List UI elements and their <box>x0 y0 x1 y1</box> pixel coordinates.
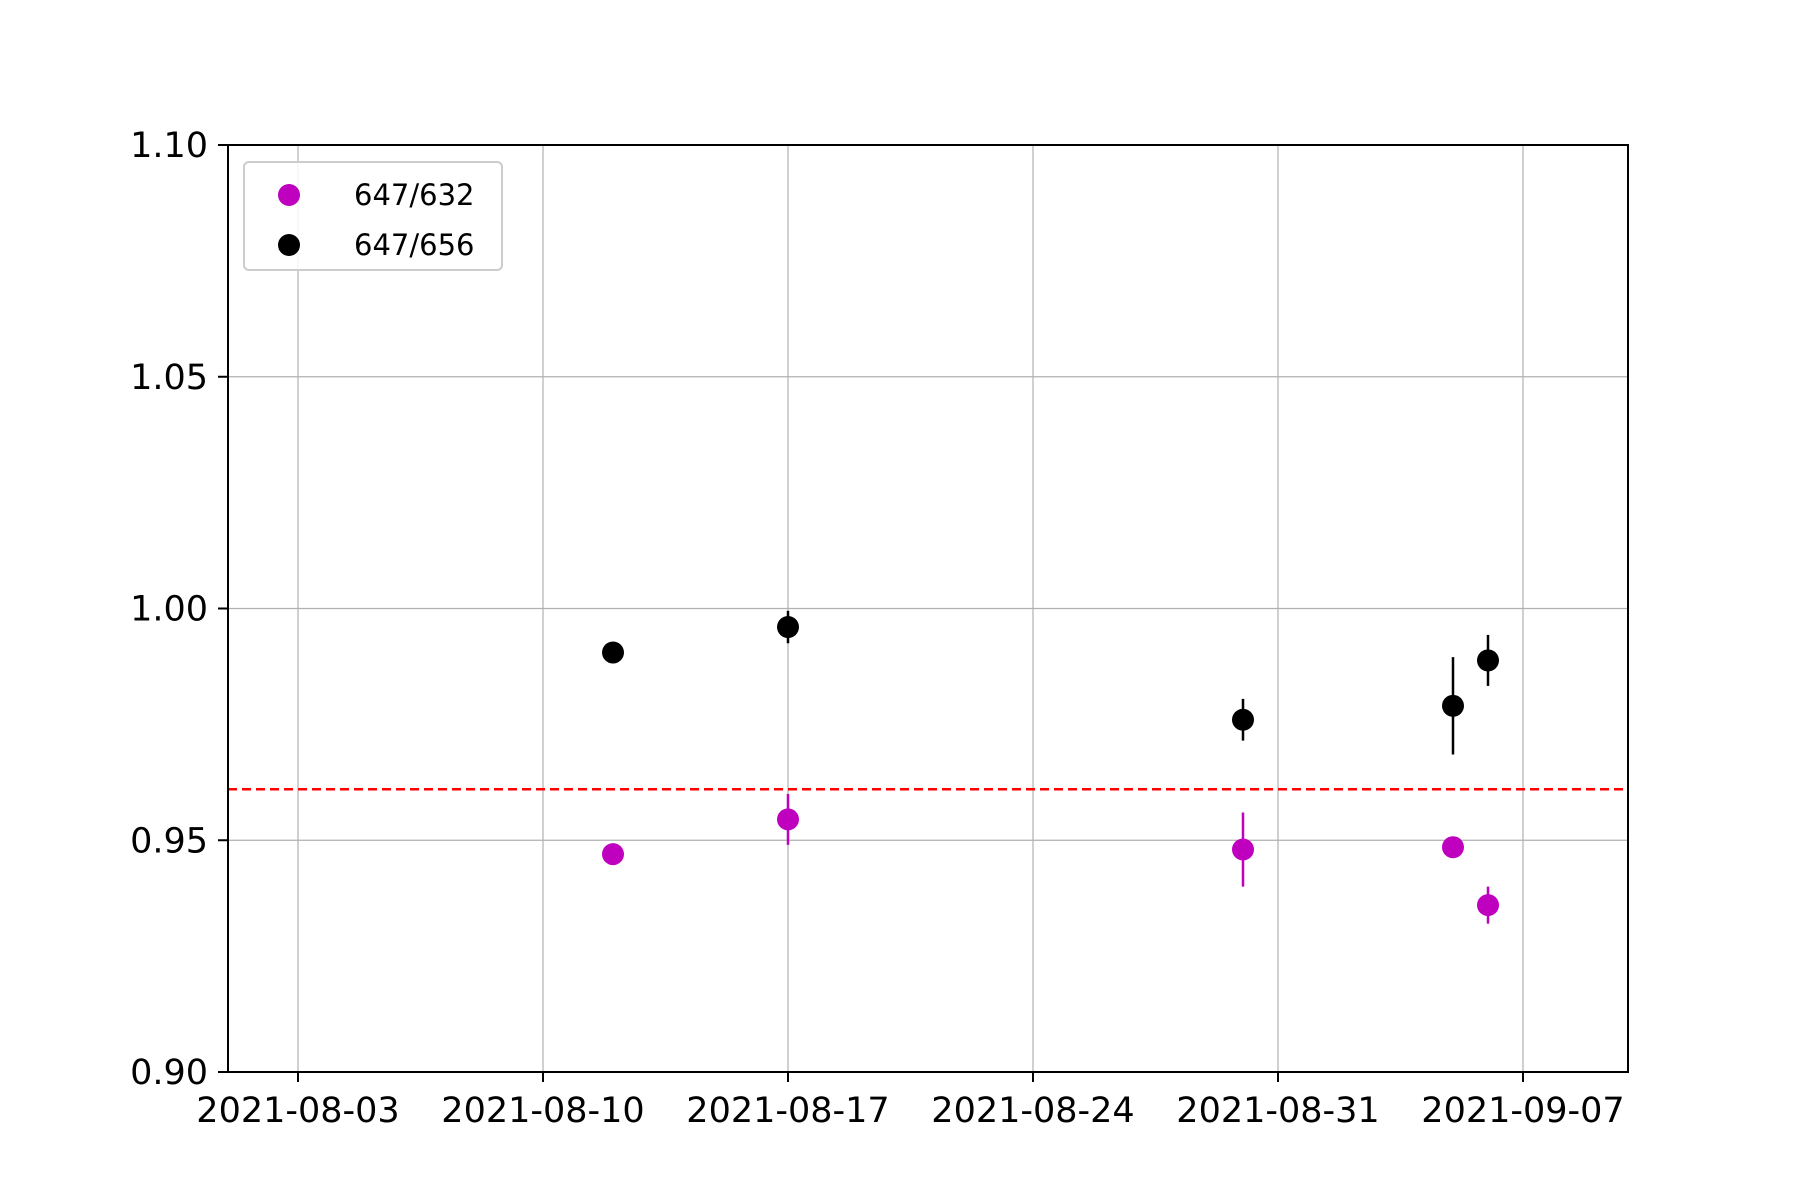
legend: 647/632 647/656 <box>243 161 503 271</box>
y-tick-label: 1.00 <box>130 590 208 630</box>
data-point <box>602 843 624 866</box>
y-tick-label: 0.95 <box>130 821 208 861</box>
x-tick-label: 2021-08-10 <box>441 1091 644 1131</box>
data-points <box>602 616 1499 917</box>
data-point <box>1477 649 1499 672</box>
data-point <box>1442 836 1464 859</box>
legend-marker <box>278 234 300 256</box>
legend-label: 647/656 <box>354 228 474 262</box>
data-point <box>1232 708 1254 731</box>
y-tick-label: 1.05 <box>130 358 208 398</box>
y-tick-label: 1.10 <box>130 126 208 166</box>
x-tick-label: 2021-08-17 <box>686 1091 889 1131</box>
legend-marker <box>278 184 300 206</box>
error-bars <box>786 610 1490 924</box>
data-point <box>777 616 799 639</box>
data-point <box>602 641 624 664</box>
data-point <box>1477 894 1499 917</box>
axis-ticks: 2021-08-03 2021-08-10 2021-08-17 2021-08-24… <box>130 126 1625 1131</box>
x-tick-label: 2021-08-31 <box>1176 1091 1379 1131</box>
data-point <box>777 808 799 831</box>
legend-label: 647/632 <box>354 178 474 212</box>
y-tick-label: 0.90 <box>130 1053 208 1093</box>
grid <box>228 144 1628 1073</box>
x-tick-label: 2021-09-07 <box>1421 1091 1624 1131</box>
x-tick-label: 2021-08-24 <box>931 1091 1134 1131</box>
data-point <box>1232 838 1254 861</box>
legend-box <box>243 161 503 271</box>
x-tick-label: 2021-08-03 <box>196 1091 399 1131</box>
data-point <box>1442 694 1464 717</box>
